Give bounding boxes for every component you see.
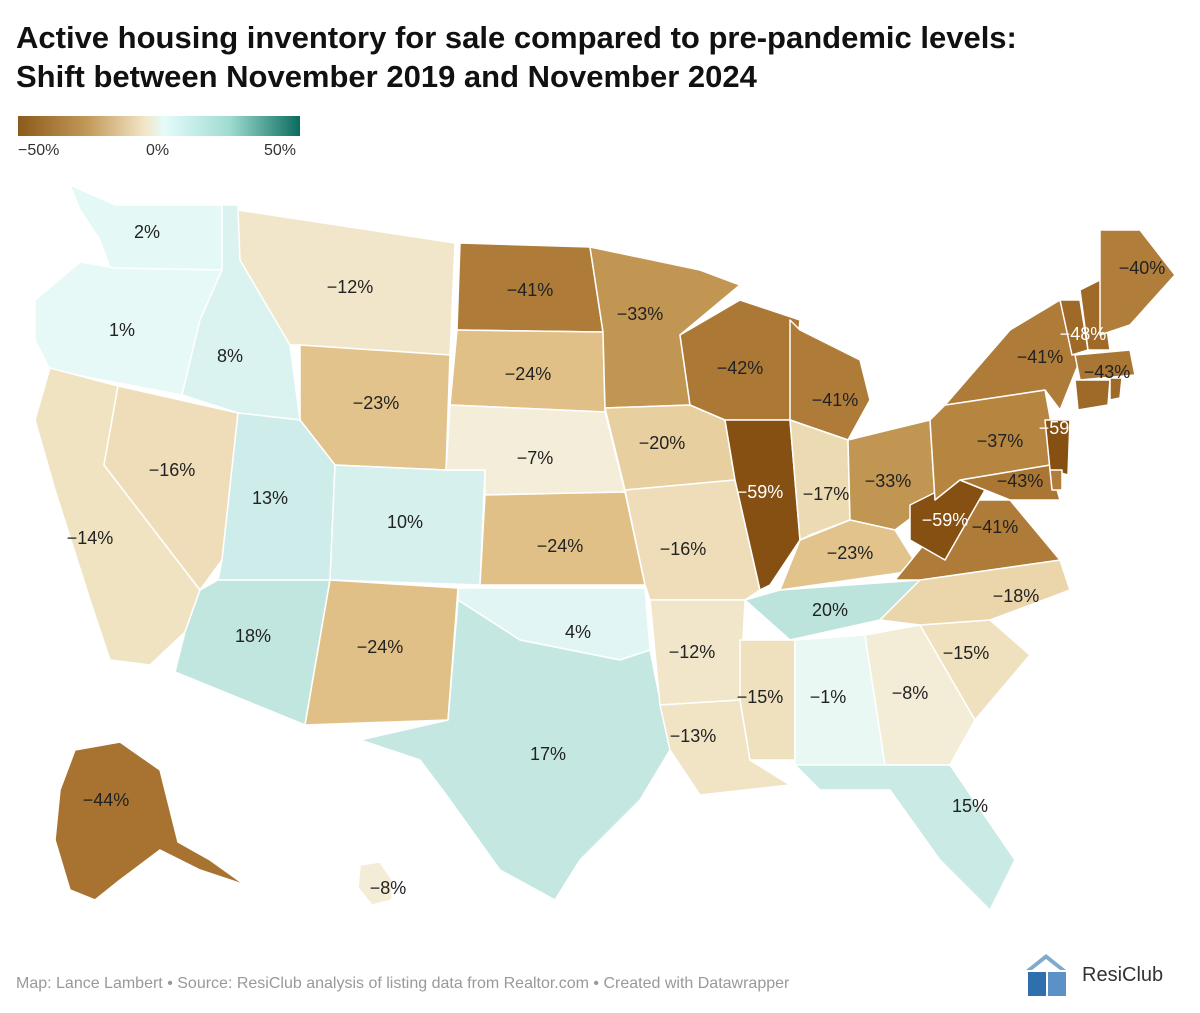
state-de bbox=[1049, 469, 1063, 491]
source-footer: Map: Lance Lambert • Source: ResiClub an… bbox=[16, 975, 790, 992]
state-label-ar: −12% bbox=[669, 642, 716, 662]
state-label-hi: −8% bbox=[370, 878, 407, 898]
state-label-ak: −44% bbox=[83, 790, 130, 810]
state-label-ma: −43% bbox=[1084, 362, 1131, 382]
state-in bbox=[789, 419, 851, 541]
state-label-wy: −23% bbox=[353, 393, 400, 413]
state-label-ms: −15% bbox=[737, 687, 784, 707]
resiclub-logo: ResiClub bbox=[1020, 950, 1190, 1000]
state-shapes bbox=[34, 184, 1176, 911]
page-title: Active housing inventory for sale compar… bbox=[16, 18, 1186, 96]
state-label-ky: −23% bbox=[827, 543, 874, 563]
state-label-al: −1% bbox=[810, 687, 847, 707]
state-me bbox=[1099, 229, 1176, 336]
state-label-ut: 13% bbox=[252, 488, 288, 508]
legend-max-label: 50% bbox=[264, 142, 297, 159]
state-label-tn: 20% bbox=[812, 600, 848, 620]
state-label-mi: −41% bbox=[812, 390, 859, 410]
state-label-sd: −24% bbox=[505, 364, 552, 384]
state-label-nc: −18% bbox=[993, 586, 1040, 606]
state-label-fl: 15% bbox=[952, 796, 988, 816]
state-label-mt: −12% bbox=[327, 277, 374, 297]
state-ga bbox=[864, 624, 976, 766]
state-label-oh: −33% bbox=[865, 471, 912, 491]
state-label-ny: −41% bbox=[1017, 347, 1064, 367]
state-label-ga: −8% bbox=[892, 683, 929, 703]
state-label-ia: −20% bbox=[639, 433, 686, 453]
state-label-pa: −37% bbox=[977, 431, 1024, 451]
state-mi bbox=[789, 319, 871, 441]
state-tx bbox=[359, 599, 671, 901]
state-label-in: −17% bbox=[803, 484, 850, 504]
state-ri bbox=[1109, 377, 1123, 401]
state-az bbox=[174, 579, 331, 726]
state-nv bbox=[103, 385, 239, 591]
state-label-ok: 4% bbox=[565, 622, 591, 642]
state-ky bbox=[779, 519, 921, 591]
state-label-me: −40% bbox=[1119, 258, 1166, 278]
state-label-az: 18% bbox=[235, 626, 271, 646]
state-label-nv: −16% bbox=[149, 460, 196, 480]
state-label-il: −59% bbox=[737, 482, 784, 502]
state-label-mn: −33% bbox=[617, 304, 664, 324]
state-label-co: 10% bbox=[387, 512, 423, 532]
state-ma bbox=[1074, 349, 1136, 381]
state-label-la: −13% bbox=[670, 726, 717, 746]
state-label-nm: −24% bbox=[357, 637, 404, 657]
title-line-2: Shift between November 2019 and November… bbox=[16, 59, 757, 94]
legend-mid-label: 0% bbox=[146, 142, 170, 159]
state-hi bbox=[357, 861, 393, 906]
state-label-nj: −59% bbox=[1039, 418, 1086, 438]
state-ct bbox=[1074, 379, 1111, 411]
state-label-sc: −15% bbox=[943, 643, 990, 663]
state-label-id: 8% bbox=[217, 346, 243, 366]
state-ms bbox=[739, 639, 796, 761]
state-label-va: −41% bbox=[972, 517, 1019, 537]
resiclub-logo-icon bbox=[1026, 954, 1066, 996]
state-ak bbox=[54, 741, 246, 901]
state-label-ne: −7% bbox=[517, 448, 554, 468]
state-label-wi: −42% bbox=[717, 358, 764, 378]
legend-min-label: −50% bbox=[18, 142, 60, 159]
state-fl bbox=[794, 764, 1016, 911]
state-label-wa: 2% bbox=[134, 222, 160, 242]
state-label-or: 1% bbox=[109, 320, 135, 340]
state-label-md: −43% bbox=[997, 471, 1044, 491]
state-value-labels: 2%1%−14%−16%8%−12%−23%13%18%10%−24%−41%−… bbox=[67, 222, 1166, 898]
state-label-vt: −48% bbox=[1060, 324, 1107, 344]
legend-gradient-bar bbox=[18, 116, 300, 136]
state-label-ca: −14% bbox=[67, 528, 114, 548]
resiclub-logo-text: ResiClub bbox=[1082, 964, 1164, 986]
state-label-tx: 17% bbox=[530, 744, 566, 764]
state-label-wv: −59% bbox=[922, 510, 969, 530]
state-label-ks: −24% bbox=[537, 536, 584, 556]
state-label-mo: −16% bbox=[660, 539, 707, 559]
title-line-1: Active housing inventory for sale compar… bbox=[16, 20, 1017, 55]
state-label-nd: −41% bbox=[507, 280, 554, 300]
color-legend: −50% 0% 50% bbox=[18, 116, 300, 159]
state-nj bbox=[1044, 419, 1071, 476]
